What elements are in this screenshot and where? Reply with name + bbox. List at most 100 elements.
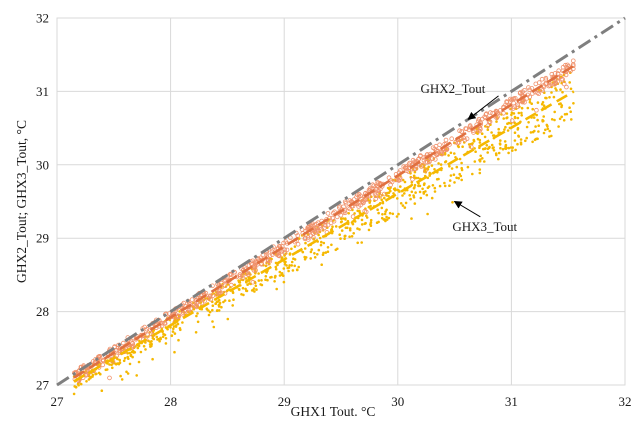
ghx3-point: [485, 144, 489, 147]
ghx3-point: [450, 167, 454, 170]
ghx3-point: [531, 107, 534, 111]
ghx2-point: [556, 68, 561, 73]
ghx2-point: [159, 323, 165, 329]
ghx2-point: [162, 321, 168, 326]
ghx3-point: [136, 346, 140, 350]
ghx3-point: [532, 116, 536, 119]
ghx2-point: [357, 200, 363, 206]
ghx3-point: [351, 220, 355, 223]
ghx2-point: [455, 140, 461, 146]
ghx3-point: [517, 134, 520, 138]
ghx3-point: [339, 237, 342, 240]
ghx3-point: [309, 250, 313, 254]
ghx3-point: [525, 136, 528, 140]
ghx2-point: [389, 179, 395, 185]
ghx2-point: [552, 71, 558, 76]
ghx3-point: [403, 180, 407, 184]
ghx3-point: [460, 161, 463, 165]
ghx3-point: [353, 220, 357, 223]
ghx3-point: [504, 143, 508, 147]
ghx3-point: [412, 174, 416, 178]
ghx3-point: [164, 342, 168, 345]
ghx2-point: [313, 230, 319, 235]
ghx2-point: [239, 273, 245, 279]
ghx3-point: [132, 351, 136, 354]
x-tick-label: 32: [619, 394, 632, 409]
ghx3-point: [473, 160, 477, 163]
ghx3-point: [492, 149, 496, 152]
ghx3-point: [498, 143, 502, 146]
ghx3-point: [550, 91, 553, 94]
ghx3-point: [504, 125, 507, 129]
ghx2-point: [418, 153, 423, 158]
ghx3-point: [126, 355, 129, 359]
ghx3-point: [513, 139, 517, 142]
ghx3-point: [396, 197, 399, 200]
ghx3-point: [525, 125, 529, 129]
y-tick-label: 29: [36, 231, 49, 246]
ghx2-point: [350, 214, 356, 219]
ghx3-point: [520, 106, 524, 110]
ghx3-point: [430, 196, 434, 200]
ghx3-point: [326, 250, 330, 253]
ghx3-point: [181, 321, 184, 324]
ghx3-point: [104, 368, 108, 372]
ghx2-point: [430, 145, 436, 151]
ghx2-point: [501, 111, 506, 116]
ghx3-point: [173, 332, 177, 335]
ghx2-point: [276, 253, 281, 258]
ghx3-point: [511, 149, 514, 152]
ghx3-point: [118, 361, 122, 365]
ghx2-point: [402, 165, 408, 171]
ghx2-point: [397, 175, 403, 181]
ghx3-point: [260, 279, 263, 282]
ghx3-point: [487, 146, 491, 150]
ghx3-point: [380, 216, 384, 220]
ghx3-point: [100, 389, 104, 393]
ghx3-point: [569, 110, 572, 113]
ghx2-point: [443, 137, 449, 143]
ghx3-point: [238, 281, 242, 284]
ghx3-point: [159, 337, 162, 341]
ghx3-point: [459, 174, 463, 178]
ghx3-point: [473, 147, 476, 150]
ghx3-point: [443, 181, 446, 185]
ghx3-point: [449, 174, 453, 177]
reference-line: [56, 16, 626, 387]
ghx3-point: [282, 267, 286, 270]
ghx3-point: [252, 287, 256, 290]
ghx3-point: [264, 275, 268, 278]
ghx3-point: [310, 248, 314, 251]
ghx2-point: [341, 204, 346, 210]
ghx3-point: [226, 317, 230, 321]
ghx3-point: [388, 187, 391, 191]
ghx2-point: [358, 202, 363, 208]
ghx3-point: [360, 223, 364, 226]
ghx3-point: [417, 184, 420, 188]
ghx2-point: [561, 81, 567, 87]
ghx3-point: [233, 283, 236, 287]
ghx3-point: [151, 336, 155, 340]
ghx2-point: [194, 303, 199, 309]
ghx3-point: [444, 160, 447, 164]
ghx3-point: [385, 215, 388, 219]
ghx3-point: [454, 156, 457, 159]
ghx3-point: [542, 115, 545, 118]
annotation-arrow: [453, 200, 481, 218]
ghx3-point: [412, 186, 416, 190]
ghx3-point: [516, 142, 519, 146]
ghx3-point: [348, 235, 351, 238]
ghx3-point: [413, 183, 417, 187]
ghx3-point: [171, 330, 175, 333]
ghx2-point: [495, 114, 500, 120]
ghx3-point: [288, 253, 292, 256]
ghx2-point: [295, 233, 301, 238]
y-tick-label: 32: [36, 11, 49, 26]
ghx2-point: [266, 258, 271, 264]
ghx3-point: [367, 228, 371, 232]
ghx3-point: [172, 325, 176, 328]
ghx3-point: [274, 267, 278, 271]
ghx3-point: [424, 190, 427, 193]
ghx2-point: [555, 79, 560, 84]
